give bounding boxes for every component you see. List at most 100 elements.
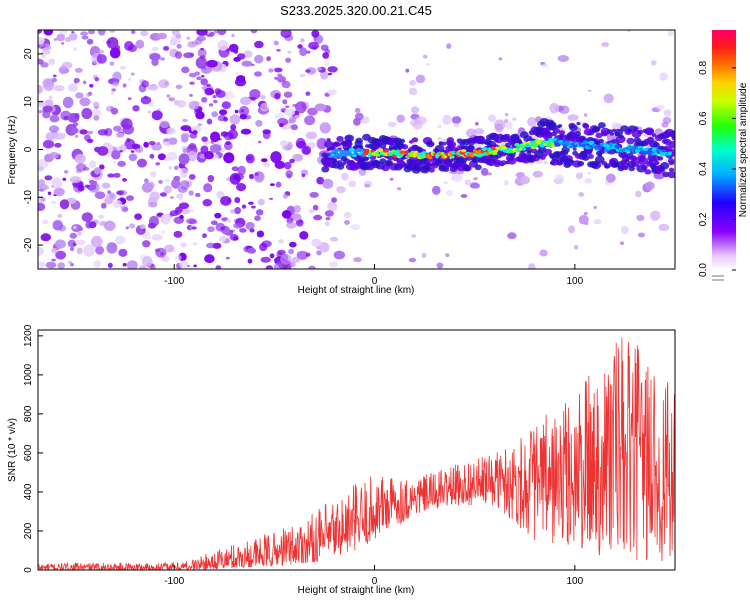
spectrogram-noise-blob <box>89 84 94 88</box>
spectrogram-noise-blob <box>57 214 63 218</box>
spectrogram-signal-core <box>667 151 672 156</box>
spectrogram-noise-blob <box>234 197 241 204</box>
spectrogram-noise-blob <box>240 96 252 106</box>
spectrogram-noise-blob <box>415 116 427 125</box>
spectrogram-noise-blob <box>125 226 129 230</box>
spectrogram-noise-blob <box>350 224 361 231</box>
spectrogram-noise-blob <box>325 221 330 227</box>
spectrogram-noise-blob <box>38 196 46 203</box>
spectrogram-signal-halo <box>500 160 507 166</box>
spectrogram-noise-blob <box>110 91 115 95</box>
spectrogram-signal-core <box>338 154 343 158</box>
spectrogram-noise-blob <box>173 99 180 106</box>
spectrogram-noise-blob <box>106 37 119 49</box>
spectrogram-noise-blob <box>422 54 428 59</box>
spectrogram-noise-blob <box>166 151 178 161</box>
spectrogram-noise-blob <box>75 92 84 99</box>
spectrogram-noise-blob <box>81 35 89 40</box>
spectrogram-noise-blob <box>593 205 597 210</box>
spectrogram-noise-blob <box>158 79 170 89</box>
spectrogram-noise-blob <box>503 179 509 186</box>
spectrogram-noise-blob <box>168 166 173 170</box>
spectrogram-signal-halo <box>475 135 486 143</box>
spectrogram-noise-blob <box>38 246 44 256</box>
spectrogram-signal-halo <box>581 154 590 161</box>
spectrogram-signal-halo <box>659 168 666 173</box>
spectrogram-noise-blob <box>73 47 78 51</box>
spectrogram-noise-blob <box>178 196 183 201</box>
spectrogram-signal-halo <box>671 136 675 141</box>
spectrogram-signal-core <box>333 148 339 154</box>
spectrogram-signal-halo <box>609 132 615 136</box>
spectrogram-signal-halo <box>614 128 624 137</box>
spectrogram-noise-blob <box>443 181 449 184</box>
spectrogram-noise-blob <box>236 178 241 182</box>
spectrogram-noise-blob <box>173 230 183 238</box>
spectrogram-noise-blob <box>169 38 178 46</box>
spectrogram-noise-blob <box>223 141 233 151</box>
spectrogram-noise-blob <box>109 30 116 33</box>
spectrogram-signal-halo <box>603 163 611 169</box>
spectrogram-signal-core <box>501 146 508 151</box>
spectrogram-noise-blob <box>132 105 140 112</box>
spectrogram-signal-halo <box>569 124 578 132</box>
spectrogram-noise-blob <box>320 70 329 80</box>
spectrogram-noise-blob <box>149 191 160 202</box>
spectrogram-y-tick-label: 10 <box>23 96 34 108</box>
spectrogram-noise-blob <box>583 113 588 117</box>
spectrogram-noise-blob <box>58 225 66 232</box>
colorbar-label: Normalized spectral amplitude <box>738 82 749 217</box>
spectrogram-noise-blob <box>93 260 101 268</box>
spectrogram-noise-blob <box>230 124 237 131</box>
spectrogram-noise-blob <box>304 115 316 126</box>
spectrogram-noise-blob <box>302 145 312 155</box>
spectrogram-noise-blob <box>568 225 575 234</box>
spectrogram-noise-blob <box>442 114 452 125</box>
spectrogram-noise-blob <box>296 250 309 260</box>
spectrogram-noise-blob <box>63 116 69 120</box>
spectrogram-noise-blob <box>583 212 588 215</box>
spectrogram-noise-blob <box>234 207 242 215</box>
spectrogram-noise-blob <box>259 243 268 252</box>
spectrogram-noise-blob <box>567 114 579 121</box>
spectrogram-signal-halo <box>628 166 635 172</box>
spectrogram-noise-blob <box>192 241 198 246</box>
spectrogram-noise-blob <box>313 214 323 221</box>
spectrogram-noise-blob <box>151 234 163 241</box>
spectrogram-noise-blob <box>662 116 672 124</box>
spectrogram-noise-blob <box>213 30 218 34</box>
spectrogram-signal-core <box>332 155 338 159</box>
spectrogram-signal-halo <box>624 158 630 163</box>
spectrogram-noise-blob <box>176 43 182 49</box>
spectrogram-signal-core <box>490 146 496 151</box>
spectrogram-noise-blob <box>290 261 296 268</box>
spectrogram-noise-blob <box>130 72 135 76</box>
spectrogram-noise-blob <box>81 107 93 120</box>
spectrogram-noise-blob <box>225 256 230 260</box>
spectrogram-signal-halo <box>559 130 565 136</box>
spectrogram-noise-blob <box>159 192 167 197</box>
spectrogram-noise-blob <box>587 89 592 92</box>
spectrogram-noise-blob <box>283 91 293 98</box>
spectrogram-noise-blob <box>254 54 264 64</box>
spectrogram-noise-blob <box>231 166 239 172</box>
spectrogram-noise-blob <box>42 105 53 113</box>
spectrogram-noise-blob <box>148 215 160 227</box>
spectrogram-noise-blob <box>228 152 233 155</box>
spectrogram-noise-blob <box>157 153 166 161</box>
spectrogram-noise-blob <box>239 228 247 233</box>
spectrogram-noise-blob <box>276 75 286 83</box>
spectrogram-noise-blob <box>223 152 235 164</box>
spectrogram-noise-blob <box>44 99 54 107</box>
spectrogram-noise-blob <box>237 53 246 60</box>
spectrogram-noise-blob <box>260 94 266 100</box>
spectrogram-noise-blob <box>113 160 117 164</box>
spectrogram-signal-halo <box>321 166 330 173</box>
spectrogram-noise-blob <box>354 107 361 113</box>
spectrogram-noise-blob <box>280 30 292 39</box>
colorbar-tick-label: 0.0 <box>698 263 709 277</box>
spectrogram-signal-halo <box>600 127 610 136</box>
spectrogram-signal-core <box>350 148 356 153</box>
spectrogram-noise-blob <box>229 114 241 125</box>
spectrogram-noise-blob <box>75 239 86 246</box>
